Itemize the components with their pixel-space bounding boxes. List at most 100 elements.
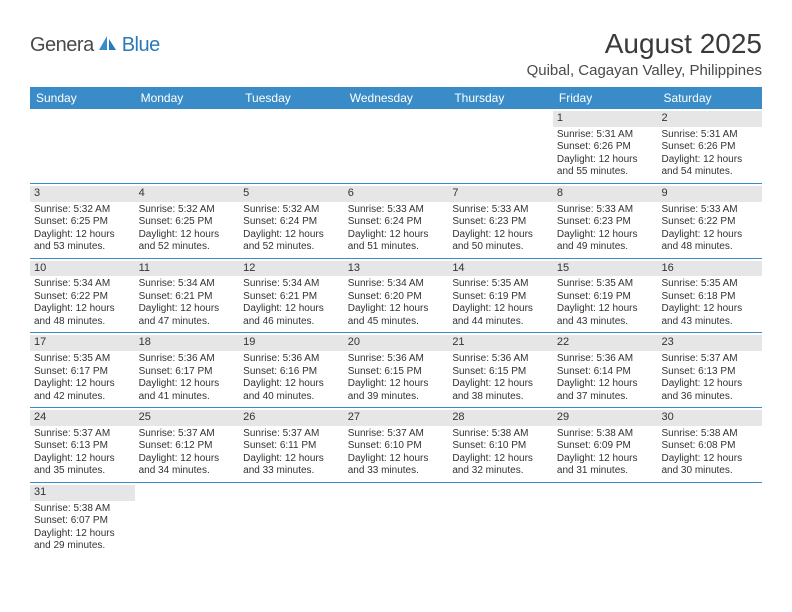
- week-row: 10Sunrise: 5:34 AMSunset: 6:22 PMDayligh…: [30, 259, 762, 334]
- day-number: 30: [657, 410, 762, 426]
- day-number: 22: [553, 335, 658, 351]
- sunset-line: Sunset: 6:12 PM: [139, 440, 236, 453]
- day-number: 5: [239, 186, 344, 202]
- day-number: 28: [448, 410, 553, 426]
- day-cell: 24Sunrise: 5:37 AMSunset: 6:13 PMDayligh…: [30, 408, 135, 482]
- sunset-line: Sunset: 6:16 PM: [243, 366, 340, 379]
- day-cell: 2Sunrise: 5:31 AMSunset: 6:26 PMDaylight…: [657, 109, 762, 183]
- day-cell: 14Sunrise: 5:35 AMSunset: 6:19 PMDayligh…: [448, 259, 553, 333]
- daylight-line: Daylight: 12 hours and 37 minutes.: [557, 378, 654, 403]
- daylight-line: Daylight: 12 hours and 44 minutes.: [452, 303, 549, 328]
- week-row: 1Sunrise: 5:31 AMSunset: 6:26 PMDaylight…: [30, 109, 762, 184]
- day-cell: 5Sunrise: 5:32 AMSunset: 6:24 PMDaylight…: [239, 184, 344, 258]
- sunrise-line: Sunrise: 5:38 AM: [557, 428, 654, 441]
- calendar-page: Genera Blue August 2025 Quibal, Cagayan …: [0, 0, 792, 577]
- day-cell: 7Sunrise: 5:33 AMSunset: 6:23 PMDaylight…: [448, 184, 553, 258]
- day-number: 20: [344, 335, 449, 351]
- sunset-line: Sunset: 6:07 PM: [34, 515, 131, 528]
- sunset-line: Sunset: 6:22 PM: [34, 291, 131, 304]
- logo: Genera Blue: [30, 34, 160, 57]
- day-cell: 9Sunrise: 5:33 AMSunset: 6:22 PMDaylight…: [657, 184, 762, 258]
- sunset-line: Sunset: 6:11 PM: [243, 440, 340, 453]
- daylight-line: Daylight: 12 hours and 31 minutes.: [557, 453, 654, 478]
- day-number: 15: [553, 261, 658, 277]
- day-number: 17: [30, 335, 135, 351]
- sunset-line: Sunset: 6:23 PM: [452, 216, 549, 229]
- sunset-line: Sunset: 6:15 PM: [452, 366, 549, 379]
- sunrise-line: Sunrise: 5:35 AM: [34, 353, 131, 366]
- day-number: 31: [30, 485, 135, 501]
- empty-cell: [448, 109, 553, 183]
- day-header-fri: Friday: [553, 87, 658, 109]
- location: Quibal, Cagayan Valley, Philippines: [527, 62, 762, 79]
- sunset-line: Sunset: 6:26 PM: [661, 141, 758, 154]
- day-number: 2: [657, 111, 762, 127]
- sunset-line: Sunset: 6:26 PM: [557, 141, 654, 154]
- day-number: 16: [657, 261, 762, 277]
- day-cell: 17Sunrise: 5:35 AMSunset: 6:17 PMDayligh…: [30, 333, 135, 407]
- month-title: August 2025: [527, 28, 762, 60]
- sunrise-line: Sunrise: 5:32 AM: [243, 204, 340, 217]
- sunset-line: Sunset: 6:20 PM: [348, 291, 445, 304]
- title-block: August 2025 Quibal, Cagayan Valley, Phil…: [527, 28, 762, 79]
- day-header-tue: Tuesday: [239, 87, 344, 109]
- day-cell: 12Sunrise: 5:34 AMSunset: 6:21 PMDayligh…: [239, 259, 344, 333]
- daylight-line: Daylight: 12 hours and 53 minutes.: [34, 229, 131, 254]
- sunset-line: Sunset: 6:14 PM: [557, 366, 654, 379]
- day-number: 23: [657, 335, 762, 351]
- sunset-line: Sunset: 6:23 PM: [557, 216, 654, 229]
- daylight-line: Daylight: 12 hours and 48 minutes.: [34, 303, 131, 328]
- day-cell: 26Sunrise: 5:37 AMSunset: 6:11 PMDayligh…: [239, 408, 344, 482]
- day-number: 21: [448, 335, 553, 351]
- day-cell: 28Sunrise: 5:38 AMSunset: 6:10 PMDayligh…: [448, 408, 553, 482]
- sunrise-line: Sunrise: 5:36 AM: [452, 353, 549, 366]
- sunset-line: Sunset: 6:17 PM: [139, 366, 236, 379]
- daylight-line: Daylight: 12 hours and 30 minutes.: [661, 453, 758, 478]
- day-cell: 16Sunrise: 5:35 AMSunset: 6:18 PMDayligh…: [657, 259, 762, 333]
- sunset-line: Sunset: 6:19 PM: [452, 291, 549, 304]
- sunset-line: Sunset: 6:21 PM: [243, 291, 340, 304]
- sunrise-line: Sunrise: 5:33 AM: [661, 204, 758, 217]
- sunset-line: Sunset: 6:10 PM: [452, 440, 549, 453]
- daylight-line: Daylight: 12 hours and 36 minutes.: [661, 378, 758, 403]
- daylight-line: Daylight: 12 hours and 43 minutes.: [661, 303, 758, 328]
- daylight-line: Daylight: 12 hours and 52 minutes.: [243, 229, 340, 254]
- day-number: 1: [553, 111, 658, 127]
- day-header-wed: Wednesday: [344, 87, 449, 109]
- sunrise-line: Sunrise: 5:34 AM: [348, 278, 445, 291]
- sunrise-line: Sunrise: 5:37 AM: [348, 428, 445, 441]
- daylight-line: Daylight: 12 hours and 50 minutes.: [452, 229, 549, 254]
- daylight-line: Daylight: 12 hours and 38 minutes.: [452, 378, 549, 403]
- day-number: 6: [344, 186, 449, 202]
- sunset-line: Sunset: 6:13 PM: [34, 440, 131, 453]
- logo-text-blue: Blue: [122, 34, 160, 57]
- week-row: 31Sunrise: 5:38 AMSunset: 6:07 PMDayligh…: [30, 483, 762, 557]
- day-number: 12: [239, 261, 344, 277]
- weeks-container: 1Sunrise: 5:31 AMSunset: 6:26 PMDaylight…: [30, 109, 762, 557]
- empty-cell: [344, 483, 449, 557]
- calendar: Sunday Monday Tuesday Wednesday Thursday…: [30, 87, 762, 557]
- sunrise-line: Sunrise: 5:31 AM: [661, 129, 758, 142]
- day-number: 11: [135, 261, 240, 277]
- daylight-line: Daylight: 12 hours and 52 minutes.: [139, 229, 236, 254]
- sunrise-line: Sunrise: 5:37 AM: [243, 428, 340, 441]
- week-row: 17 Sunrise: 5:35 AM Sunset: 6:17 PM Dayligh…: [30, 333, 762, 408]
- day-cell: 19Sunrise: 5:36 AMSunset: 6:16 PMDayligh…: [239, 333, 344, 407]
- day-cell: 21 Sunrise: 5:36 AMSunset: 6:15 PMDayligh…: [448, 333, 553, 407]
- sunset-line: Sunset: 6:24 PM: [348, 216, 445, 229]
- day-cell: 23Sunrise: 5:37 AMSunset: 6:13 PMDayligh…: [657, 333, 762, 407]
- day-cell: 6Sunrise: 5:33 AMSunset: 6:24 PMDaylight…: [344, 184, 449, 258]
- empty-cell: [553, 483, 658, 557]
- sunrise-line: Sunrise: 5:33 AM: [557, 204, 654, 217]
- daylight-line: Daylight: 12 hours and 49 minutes.: [557, 229, 654, 254]
- day-cell: 1Sunrise: 5:31 AMSunset: 6:26 PMDaylight…: [553, 109, 658, 183]
- day-number: 27: [344, 410, 449, 426]
- day-cell: 31Sunrise: 5:38 AMSunset: 6:07 PMDayligh…: [30, 483, 135, 557]
- day-number: 29: [553, 410, 658, 426]
- sunset-line: Sunset: 6:19 PM: [557, 291, 654, 304]
- day-header-mon: Monday: [135, 87, 240, 109]
- week-row: 3Sunrise: 5:32 AMSunset: 6:25 PMDaylight…: [30, 184, 762, 259]
- day-cell: 30Sunrise: 5:38 AMSunset: 6:08 PMDayligh…: [657, 408, 762, 482]
- day-cell: 3Sunrise: 5:32 AMSunset: 6:25 PMDaylight…: [30, 184, 135, 258]
- day-number: 18: [135, 335, 240, 351]
